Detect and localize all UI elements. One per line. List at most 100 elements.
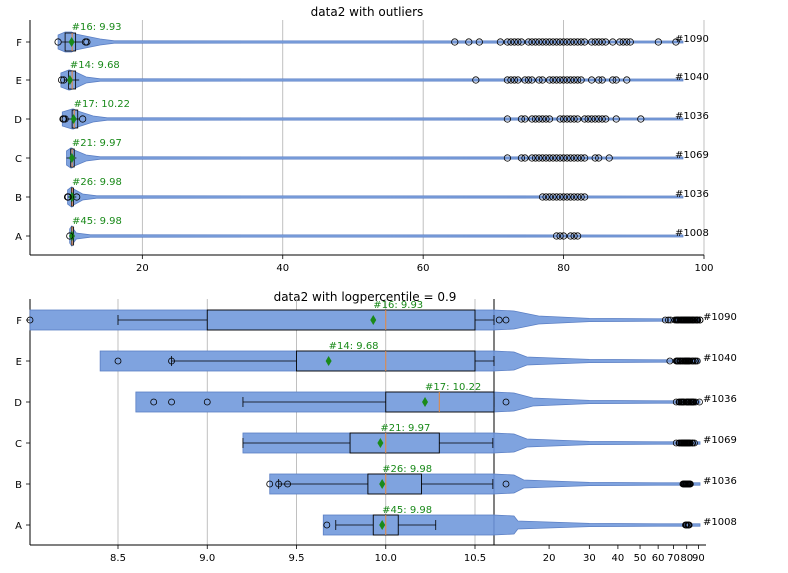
- count-label: #1090: [675, 34, 709, 45]
- outlier-point: [605, 154, 613, 162]
- outlier-point: [531, 115, 540, 123]
- violin: [61, 108, 684, 130]
- outlier-point: [588, 115, 596, 123]
- mean-marker: [422, 397, 429, 407]
- x-tick-label: 100: [694, 263, 713, 274]
- outlier-point: [57, 76, 66, 84]
- outlier-point: [692, 357, 700, 365]
- outlier-point: [661, 316, 669, 324]
- outlier-point: [552, 193, 561, 201]
- count-label: #1040: [703, 353, 737, 364]
- outlier-point: [552, 232, 561, 240]
- outlier-point: [559, 154, 568, 162]
- mean-marker: [68, 153, 75, 163]
- outlier-point: [503, 154, 512, 162]
- row-D: D #17: 10.22 #1036: [14, 382, 737, 413]
- outlier-point: [556, 38, 564, 46]
- mean-annotation: #26: 9.98: [72, 177, 122, 188]
- violin: [66, 147, 684, 169]
- row-B: B #26: 9.98 #1036: [15, 464, 737, 495]
- count-label: #1036: [703, 476, 737, 487]
- outlier-point: [472, 76, 480, 84]
- y-tick-label: F: [16, 38, 22, 49]
- outlier-point: [595, 115, 603, 123]
- outlier-point: [203, 398, 211, 406]
- outlier-point: [549, 193, 557, 201]
- box: [206, 309, 476, 331]
- count-label: #1008: [703, 517, 737, 528]
- violin-tail: [493, 514, 701, 536]
- violin: [69, 225, 684, 247]
- outlier-point: [150, 398, 158, 406]
- outlier-point: [521, 115, 529, 123]
- outlier-point: [691, 439, 698, 447]
- outlier-point: [542, 38, 550, 46]
- outlier-point: [559, 193, 568, 201]
- x-tick-label: 80: [680, 553, 693, 564]
- y-tick-label: B: [15, 193, 22, 204]
- outlier-point: [514, 38, 522, 46]
- outlier-point: [559, 232, 568, 240]
- outlier-point: [654, 38, 662, 46]
- count-label: #1036: [703, 394, 737, 405]
- outlier-point: [61, 115, 69, 123]
- outlier-point: [266, 480, 274, 488]
- x-tick-label: 70: [667, 553, 680, 564]
- outlier-point: [60, 76, 68, 84]
- outlier-point: [616, 38, 624, 46]
- outlier-point: [574, 76, 582, 84]
- outlier-point: [545, 115, 554, 123]
- outlier-point: [514, 76, 522, 84]
- outlier-point: [609, 38, 617, 46]
- outlier-point: [563, 154, 571, 162]
- outlier-point: [168, 398, 175, 406]
- outlier-point: [595, 76, 603, 84]
- outlier-point: [507, 38, 515, 46]
- outlier-point: [502, 316, 510, 324]
- outlier-point: [693, 357, 701, 365]
- outlier-point: [567, 76, 575, 84]
- outlier-point: [574, 115, 582, 123]
- y-tick-label: F: [16, 316, 22, 327]
- mean-marker: [377, 438, 384, 448]
- count-label: #1036: [675, 189, 709, 200]
- outlier-point: [619, 38, 627, 46]
- box: [64, 32, 77, 52]
- outlier-point: [563, 38, 571, 46]
- outlier-point: [507, 76, 515, 84]
- mean-annotation: #17: 10.22: [74, 99, 130, 110]
- mean-marker: [70, 114, 77, 124]
- box: [367, 473, 422, 495]
- row-B: B #26: 9.98 #1036: [15, 177, 709, 208]
- outlier-point: [563, 193, 571, 201]
- outlier-point: [574, 232, 582, 240]
- chart-title: data2 with outliers: [311, 5, 424, 19]
- outlier-point: [559, 115, 568, 123]
- mean-marker: [379, 479, 386, 489]
- outlier-point: [577, 154, 585, 162]
- outlier-point: [83, 38, 91, 46]
- outlier-point: [531, 38, 540, 46]
- outlier-point: [686, 439, 694, 447]
- x-tick-label: 20: [543, 553, 556, 564]
- outlier-point: [66, 232, 74, 240]
- outlier-point: [73, 193, 81, 201]
- violin-tail: [493, 473, 701, 495]
- outlier-point: [168, 357, 175, 365]
- outlier-point: [521, 154, 529, 162]
- mean-marker: [379, 520, 386, 530]
- outlier-point: [524, 38, 533, 46]
- mean-marker: [370, 315, 377, 325]
- outlier-point: [563, 115, 571, 123]
- chart-logpercentile-panel: data2 with logpercentile = 0.9 8.5 9.0 9.5 1…: [14, 290, 737, 564]
- outlier-point: [517, 38, 526, 46]
- outlier-point: [517, 154, 526, 162]
- outlier-point: [567, 154, 575, 162]
- mean-marker: [66, 75, 73, 85]
- row-C: C #21: 9.97 #1069: [15, 423, 737, 454]
- outlier-point: [696, 316, 704, 324]
- count-label: #1090: [703, 312, 737, 323]
- outlier-point: [503, 76, 512, 84]
- outlier-point: [475, 38, 483, 46]
